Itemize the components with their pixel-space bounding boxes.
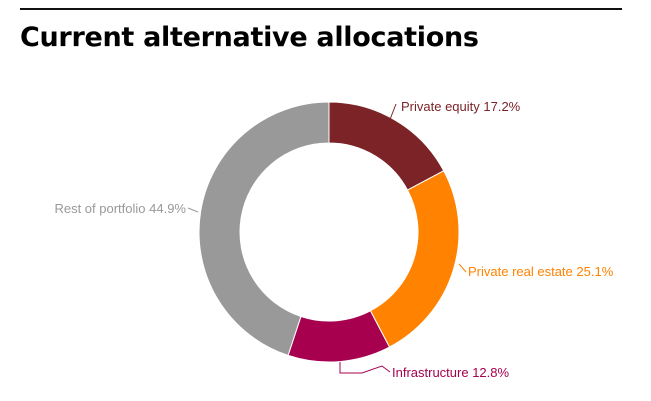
slice-infrastructure	[287, 310, 391, 363]
data-label: Private real estate 25.1%	[468, 264, 614, 279]
top-rule	[20, 8, 622, 10]
chart-title: Current alternative allocations	[20, 22, 479, 53]
data-label: Infrastructure 12.8%	[392, 365, 509, 380]
leader-line	[339, 362, 391, 374]
leader-line	[187, 207, 199, 213]
leader-line	[388, 103, 397, 123]
slice-rest-of-portfolio	[198, 101, 330, 357]
slice-private-real-estate	[369, 170, 460, 348]
leader-line	[458, 263, 467, 273]
slice-private-equity	[328, 101, 445, 191]
data-label: Private equity 17.2%	[401, 99, 521, 114]
data-label: Rest of portfolio 44.9%	[54, 201, 186, 216]
